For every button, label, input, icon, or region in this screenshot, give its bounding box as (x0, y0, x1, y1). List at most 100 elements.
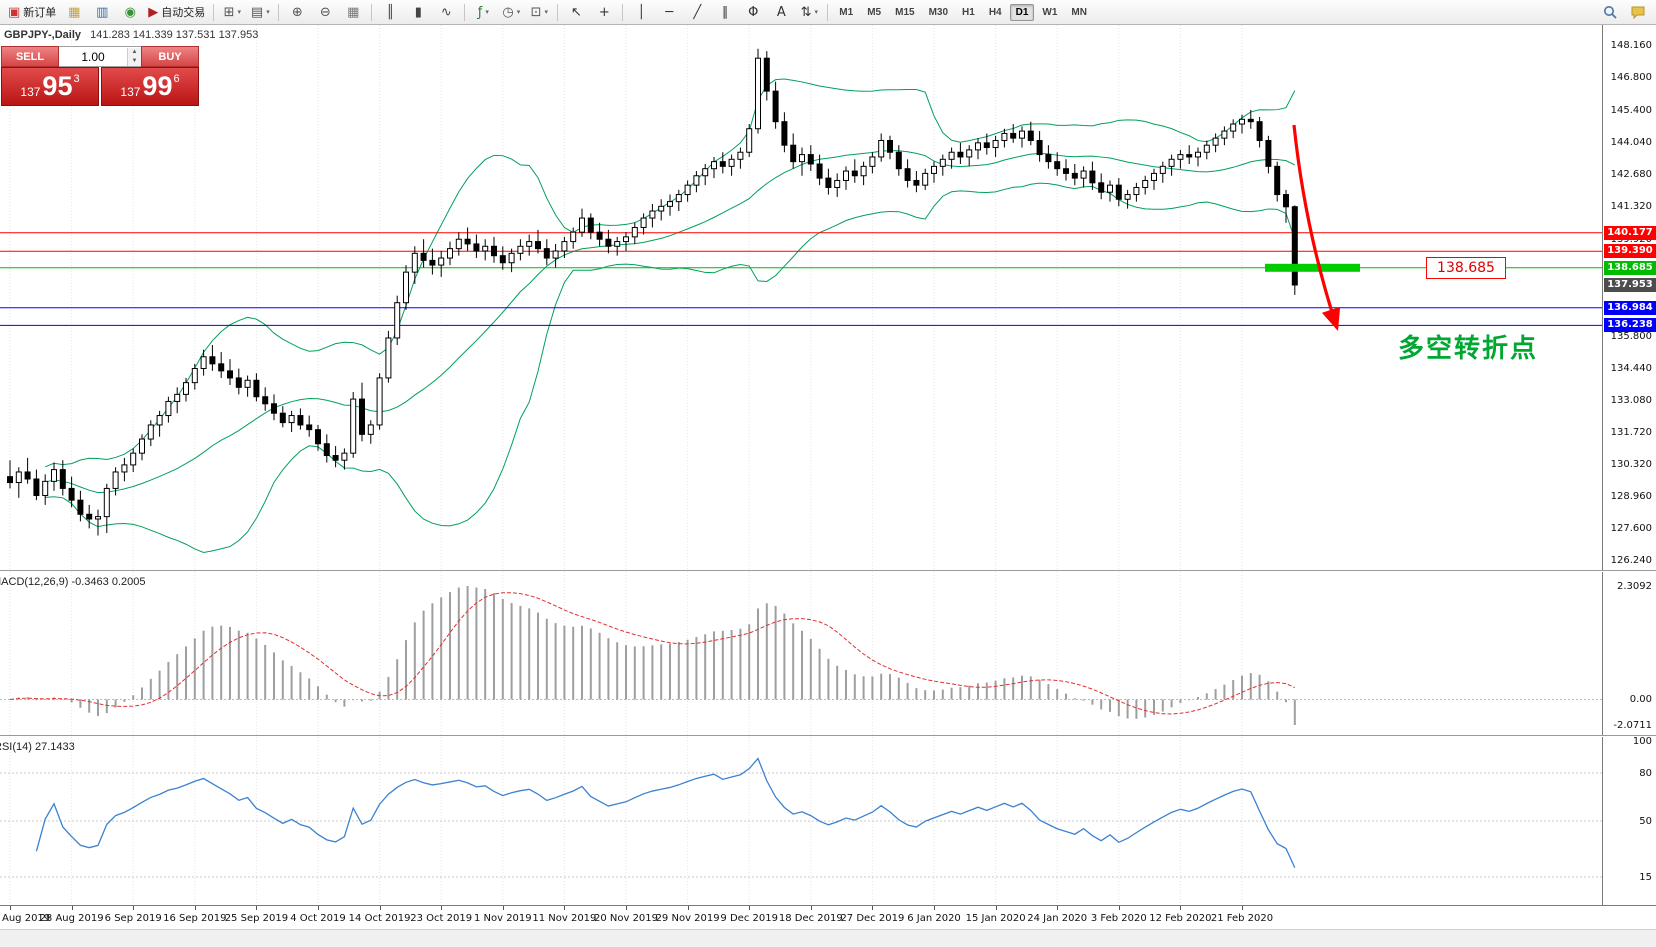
time-axis-label[interactable]: 11 Nov 2019 (532, 913, 597, 924)
navigator-button[interactable]: ◉ (116, 1, 144, 23)
search-button[interactable] (1596, 1, 1624, 23)
vertical-line-button[interactable]: │ (627, 1, 655, 23)
time-axis-label[interactable]: 9 Dec 2019 (720, 913, 778, 924)
profiles-button[interactable]: ▤ ▾ (246, 1, 274, 23)
rsi-axis-label: 15 (1639, 872, 1652, 883)
time-axis-label[interactable]: 15 Jan 2020 (965, 913, 1026, 924)
candles-layer (7, 48, 1298, 536)
time-axis-label[interactable]: 23 Oct 2019 (410, 913, 473, 924)
volume-down-button[interactable]: ▼ (128, 56, 141, 66)
timeframe-m30[interactable]: M30 (928, 6, 949, 18)
fibonacci-button[interactable]: Φ (739, 1, 767, 23)
panel-splitter[interactable] (0, 570, 1656, 572)
line-chart-button[interactable]: ∿ (432, 1, 460, 23)
timeframe-m5[interactable]: M5 (867, 6, 882, 18)
time-axis-label[interactable]: 28 Aug 2019 (39, 913, 104, 924)
time-axis-label[interactable]: 27 Dec 2019 (840, 913, 905, 924)
new-chart-button[interactable]: ⊞ ▾ (218, 1, 246, 23)
highlight-bar[interactable] (1265, 263, 1360, 272)
caret-down-icon: ▾ (544, 9, 548, 16)
timeframe-h4[interactable]: H4 (988, 6, 1002, 18)
time-axis-label[interactable]: 6 Sep 2019 (104, 913, 162, 924)
time-axis-label[interactable]: 24 Jan 2020 (1027, 913, 1088, 924)
time-tick (687, 906, 689, 910)
time-axis-label[interactable]: 16 Sep 2019 (163, 913, 227, 924)
charts-button[interactable]: ▦ (60, 1, 88, 23)
time-tick (1057, 906, 1059, 910)
autotrading-button[interactable]: ▶ 自动交易 (144, 1, 209, 23)
buy-button[interactable]: BUY (141, 46, 199, 67)
arrows-button[interactable]: ⇅ ▾ (795, 1, 823, 23)
toolbar-separator (371, 3, 373, 21)
navigator-icon: ◉ (124, 4, 136, 20)
time-axis-label[interactable]: 21 Feb 2020 (1210, 913, 1274, 924)
text-label-button[interactable]: A (767, 1, 795, 23)
main-chart-canvas[interactable] (0, 25, 1602, 570)
time-axis-label[interactable]: 20 Nov 2019 (593, 913, 659, 924)
caret-down-icon: ▾ (237, 9, 241, 16)
price-badge-139.390: 139.390 (1604, 244, 1656, 259)
tile-windows-button[interactable]: ▦ (339, 1, 367, 23)
new-order-button[interactable]: ▣ 新订单 (4, 1, 60, 23)
cursor-button[interactable]: ↖ (562, 1, 590, 23)
trend-arrow[interactable] (1292, 124, 1341, 332)
time-axis[interactable]: Aug 2019 28 Aug 2019 6 Sep 2019 16 Sep 2019… (0, 905, 1656, 929)
timeframe-d1[interactable]: D1 (1009, 3, 1035, 21)
bar-chart-button[interactable]: ║ (376, 1, 404, 23)
price-axis-label: 148.160 (1610, 40, 1652, 52)
timeframe-w1[interactable]: W1 (1042, 6, 1058, 18)
timeframe-mn[interactable]: MN (1071, 6, 1087, 18)
time-tick (810, 906, 812, 910)
market-watch-button[interactable]: ▥ (88, 1, 116, 23)
templates-button[interactable]: ⊡ ▾ (525, 1, 553, 23)
time-axis-label[interactable]: 1 Nov 2019 (473, 913, 532, 924)
timeframe-m1[interactable]: M1 (839, 6, 854, 18)
bar-chart-icon: ║ (386, 4, 395, 20)
time-axis-label[interactable]: 29 Nov 2019 (655, 913, 720, 924)
channel-button[interactable]: ∥ (711, 1, 739, 23)
time-tick (194, 906, 196, 910)
timeframe-h1[interactable]: H1 (962, 6, 975, 18)
crosshair-button[interactable]: + (590, 1, 618, 23)
zoom-in-button[interactable]: ⊕ (283, 1, 311, 23)
tile-windows-icon: ▦ (347, 4, 360, 20)
sell-button[interactable]: SELL (1, 46, 59, 67)
time-axis-label[interactable]: 6 Jan 2020 (907, 913, 961, 924)
toolbar-separator (622, 3, 624, 21)
price-axis-label: 141.320 (1610, 200, 1652, 212)
sell-price-point: 3 (73, 73, 80, 85)
time-axis-label[interactable]: 18 Dec 2019 (778, 913, 843, 924)
rsi-panel-canvas[interactable] (0, 737, 1602, 905)
panel-splitter[interactable] (0, 735, 1656, 737)
time-axis-label[interactable]: 4 Oct 2019 (290, 913, 346, 924)
price-annotation-box[interactable]: 138.685 (1426, 257, 1506, 279)
one-click-trading-panel: SELL ▲ ▼ BUY 137 95 3 137 (1, 46, 199, 106)
notifications-button[interactable] (1624, 1, 1652, 23)
time-axis-label[interactable]: Aug 2019 (2, 913, 51, 924)
buy-price[interactable]: 137 99 6 (101, 67, 199, 106)
macd-histogram (17, 586, 1296, 725)
macd-signal-line (9, 592, 1296, 715)
trendline-button[interactable]: ╱ (683, 1, 711, 23)
indicators-button[interactable]: ƒ ▾ (469, 1, 497, 23)
timeframe-m15[interactable]: M15 (895, 6, 915, 18)
volume-up-button[interactable]: ▲ (128, 47, 141, 57)
time-axis-label[interactable]: 12 Feb 2020 (1149, 913, 1212, 924)
horizontal-line-button[interactable]: ─ (655, 1, 683, 23)
time-tick (502, 906, 504, 910)
turning-point-annotation[interactable]: 多空转折点 (1398, 333, 1539, 363)
time-axis-label[interactable]: 3 Feb 2020 (1090, 913, 1147, 924)
volume-input[interactable] (59, 48, 127, 65)
time-axis-label[interactable]: 25 Sep 2019 (224, 913, 289, 924)
time-tick (1180, 906, 1182, 910)
sell-price[interactable]: 137 95 3 (1, 67, 99, 106)
chart-window: 148.160 146.800 145.400 144.040 142.680 141.3… (0, 25, 1656, 947)
periods-button[interactable]: ◷ ▾ (497, 1, 525, 23)
line-chart-icon: ∿ (440, 4, 452, 20)
time-axis-label[interactable]: 14 Oct 2019 (348, 913, 411, 924)
macd-panel-canvas[interactable] (0, 572, 1602, 735)
cursor-icon: ↖ (570, 4, 582, 20)
candlestick-button[interactable]: ▮ (404, 1, 432, 23)
toolbar-items: ▣ 新订单 ▦ ▥ ◉ ▶ 自动交易 ⊞ ▾ ▤ ▾ ⊕ ⊖ ▦ ║ ▮ ∿ ƒ ▾ ◷ ▾ ⊡ ▾ ↖ + │ ─ ╱ ∥ Φ A ⇅ ▾ (4, 0, 832, 24)
zoom-out-button[interactable]: ⊖ (311, 1, 339, 23)
